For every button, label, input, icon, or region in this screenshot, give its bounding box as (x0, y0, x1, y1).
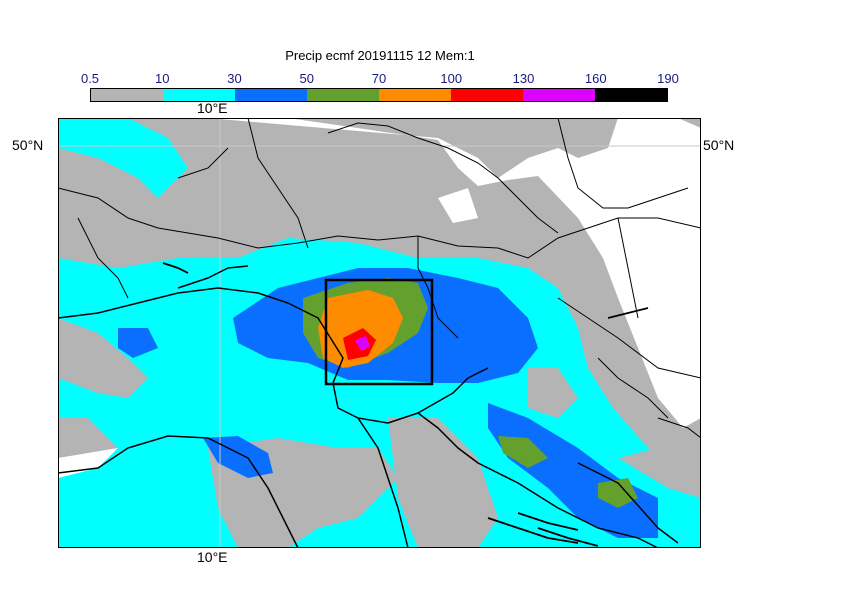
colorbar-segment (595, 89, 667, 101)
colorbar-segment (379, 89, 451, 101)
colorbar-tick-label: 70 (371, 71, 387, 86)
top-longitude-label: 10°E (197, 100, 228, 116)
colorbar-segment (523, 89, 595, 101)
precipitation-map (58, 118, 701, 548)
colorbar-segment (307, 89, 379, 101)
right-latitude-label: 50°N (703, 137, 735, 153)
map-title: Precip ecmf 20191115 12 Mem:1 (285, 48, 475, 63)
precip-130-160 (355, 336, 370, 351)
colorbar-tick-label: 100 (440, 71, 463, 86)
colorbar-tick-label: 0.5 (80, 71, 100, 86)
colorbar-segment (163, 89, 235, 101)
colorbar-tick-label: 30 (227, 71, 242, 86)
lakes-islands (162, 262, 649, 547)
country-borders (58, 118, 701, 439)
colorbar-tick-label: 190 (657, 71, 679, 86)
left-latitude-label: 50°N (12, 137, 44, 153)
map-frame (58, 118, 701, 548)
colorbar-segment (451, 89, 523, 101)
colorbar-tick-label: 130 (512, 71, 535, 86)
bottom-longitude-label: 10°E (197, 549, 228, 565)
colorbar-tick-label: 50 (299, 71, 314, 86)
colorbar-segment (91, 89, 163, 101)
colorbar-legend (90, 88, 668, 102)
colorbar-tick-label: 160 (584, 71, 607, 86)
precip-70-100 (318, 290, 403, 368)
coastlines (58, 265, 679, 548)
graticule (58, 118, 701, 548)
colorbar-tick-label: 10 (155, 71, 170, 86)
focus-region-box (324, 278, 434, 386)
colorbar-segment (235, 89, 307, 101)
